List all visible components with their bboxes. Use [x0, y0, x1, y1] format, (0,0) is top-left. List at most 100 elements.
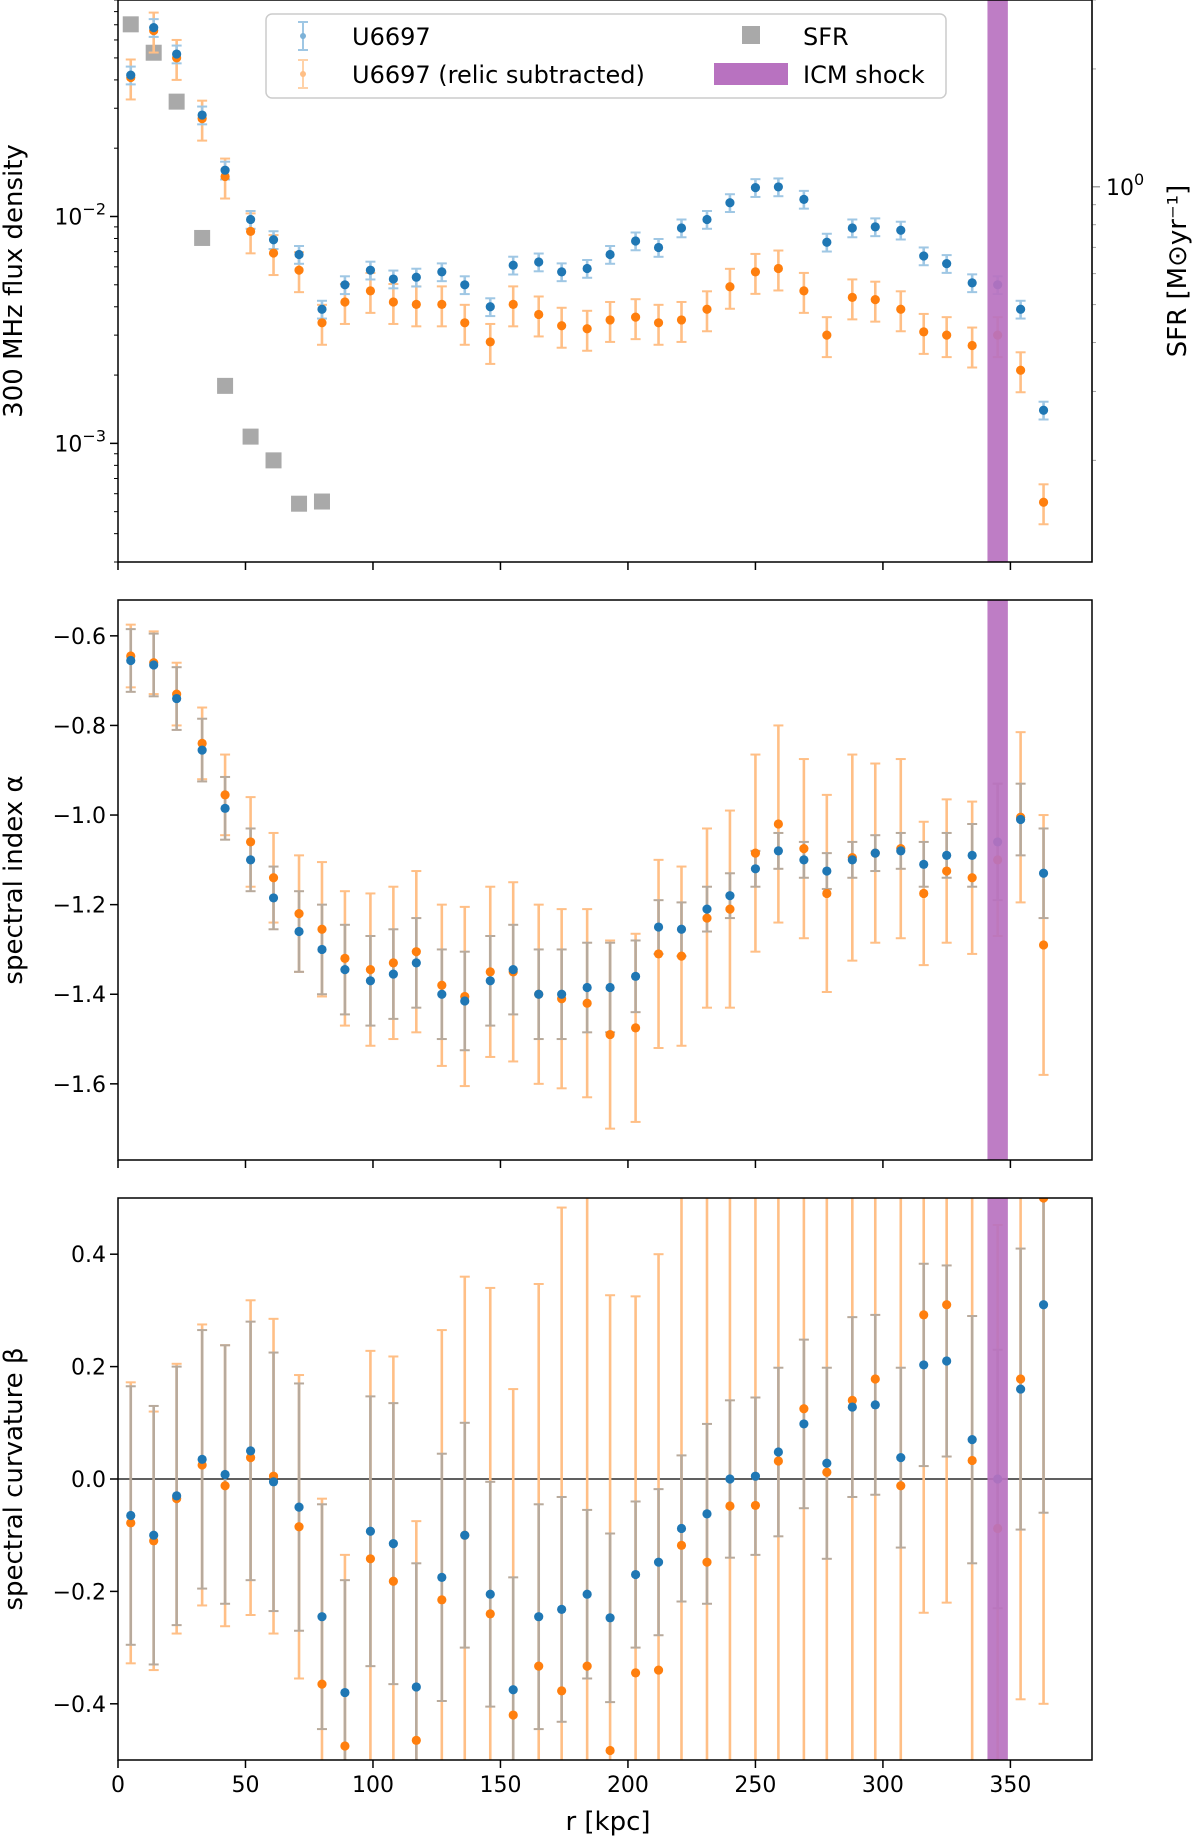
orange-point [268, 248, 279, 258]
orange-point [437, 980, 447, 990]
blue-point [388, 969, 398, 979]
orange-point [582, 324, 592, 334]
orange-point [485, 1609, 495, 1619]
blue-point [557, 1604, 567, 1614]
blue-point [340, 1687, 350, 1698]
orange-point [197, 738, 207, 748]
blue-point [534, 989, 544, 999]
blue-point [1038, 405, 1049, 415]
orange-point [630, 1668, 641, 1678]
orange-point [799, 844, 809, 854]
y-tick-label: −0.4 [53, 1693, 106, 1718]
blue-point [702, 1509, 712, 1519]
orange-point [126, 1518, 136, 1528]
y-tick-label: −1.6 [53, 1073, 106, 1098]
flux-y-axis-title: 300 MHz flux density [0, 144, 29, 418]
blue-point [460, 996, 470, 1006]
blue-point [197, 110, 207, 120]
blue-point [508, 260, 518, 270]
orange-point [411, 947, 421, 957]
orange-point [896, 304, 906, 314]
blue-point [485, 1589, 495, 1599]
y-tick-label: −0.2 [53, 1580, 106, 1605]
orange-point [268, 873, 279, 883]
legend-label-relic: U6697 (relic subtracted) [352, 61, 645, 89]
sfr-point [122, 16, 139, 33]
orange-point [245, 1453, 256, 1463]
blue-point [365, 976, 376, 986]
orange-point [870, 295, 880, 305]
orange-point [317, 924, 327, 934]
orange-point [870, 1374, 880, 1384]
y-tick-label: 0.4 [71, 1243, 106, 1268]
x-tick-label: 50 [231, 1773, 259, 1798]
blue-point [508, 965, 518, 975]
blue-point [896, 1453, 906, 1463]
orange-point [1016, 365, 1026, 375]
blue-point [460, 280, 470, 290]
blue-point [557, 989, 567, 999]
blue-point [534, 257, 544, 267]
sfr-point [265, 452, 282, 469]
orange-point [919, 888, 929, 899]
y-tick-label: −0.8 [53, 714, 106, 739]
orange-point [822, 1467, 832, 1477]
blue-point [172, 693, 182, 704]
blue-point [317, 304, 327, 314]
blue-point [245, 855, 256, 865]
orange-point [896, 1481, 906, 1491]
blue-point [582, 982, 592, 993]
blue-point [822, 1458, 832, 1468]
sfr-point [291, 495, 308, 512]
orange-point [725, 1501, 735, 1511]
blue-point [268, 235, 279, 245]
blue-point [676, 1523, 687, 1534]
orange-point [508, 1710, 518, 1720]
flux-plot-area [122, 0, 1049, 562]
blue-point [149, 1530, 159, 1540]
beta-y-axis-title: spectral curvature β [0, 1347, 29, 1610]
orange-point [822, 330, 832, 340]
blue-point [149, 23, 159, 33]
orange-point [919, 327, 929, 337]
blue-point [896, 225, 906, 235]
orange-point [967, 873, 977, 883]
blue-point [847, 223, 857, 233]
x-tick-label: 350 [989, 1773, 1031, 1798]
blue-point [676, 223, 687, 233]
orange-point [1038, 940, 1049, 950]
blue-point [773, 1447, 783, 1457]
blue-point [822, 237, 832, 247]
blue-point [702, 904, 712, 914]
blue-point [197, 745, 207, 755]
blue-point [942, 1356, 952, 1366]
sfr-axis-title: SFR [M⊙yr⁻¹] [1163, 185, 1193, 358]
blue-point [942, 850, 952, 860]
orange-point [365, 965, 376, 975]
blue-point [294, 249, 304, 260]
orange-point [773, 1456, 783, 1466]
orange-point [365, 286, 376, 296]
sfr-point [313, 493, 330, 510]
orange-point [653, 949, 664, 959]
x-tick-label: 250 [734, 1773, 776, 1798]
blue-point [485, 976, 495, 986]
orange-point [822, 888, 832, 899]
orange-point [847, 1395, 857, 1405]
blue-point [896, 846, 906, 856]
blue-point [630, 971, 641, 981]
blue-point [919, 1360, 929, 1370]
blue-point [294, 1502, 304, 1512]
blue-point [485, 302, 495, 312]
orange-point [508, 299, 518, 309]
blue-errorbar [411, 1562, 422, 1760]
blue-point [725, 198, 735, 208]
legend-marker-sfr [742, 26, 760, 44]
orange-point [340, 1741, 350, 1751]
alpha-plot-area [125, 600, 1049, 1160]
orange-point [317, 1679, 327, 1689]
blue-point [437, 267, 447, 277]
orange-point [750, 848, 761, 858]
sfr-point [242, 428, 259, 445]
blue-point [967, 850, 977, 860]
